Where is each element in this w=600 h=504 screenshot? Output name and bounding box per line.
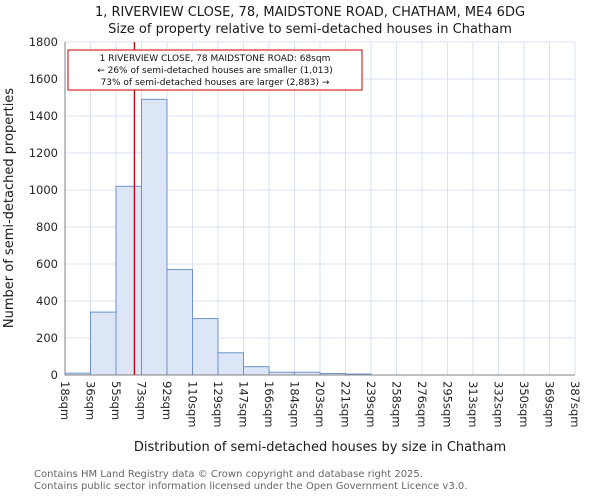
x-tick-label: 332sqm [492,381,506,427]
x-tick-label: 55sqm [109,381,123,420]
x-tick-label: 221sqm [339,381,353,427]
histogram-bar [115,185,142,376]
x-tick-label-group: 221sqm [339,381,353,427]
x-tick-label-group: 147sqm [237,381,251,427]
y-tick-label: 1400 [29,109,58,123]
chart-title: 1, RIVERVIEW CLOSE, 78, MAIDSTONE ROAD, … [95,5,525,20]
annotation-box-frame [67,49,363,91]
x-axis-label: Distribution of semi-detached houses by … [134,440,506,455]
annotation-line-3: 73% of semi-detached houses are larger (… [101,78,330,88]
y-tick-label: 1000 [29,183,58,197]
x-tick-label: 92sqm [160,381,174,420]
histogram-bar [90,311,117,376]
x-tick-label-group: 369sqm [543,381,557,427]
x-tick-label: 147sqm [237,381,251,427]
x-tick-label-group: 276sqm [415,381,429,427]
y-tick-label: 200 [36,331,58,345]
x-tick-label: 295sqm [441,381,455,427]
x-tick-label-group: 295sqm [441,381,455,427]
histogram-bar [217,352,244,376]
y-axis-label: Number of semi-detached properties [2,88,17,328]
x-tick-label-group: 110sqm [186,381,200,427]
annotation-line-1: 1 RIVERVIEW CLOSE, 78 MAIDSTONE ROAD: 68… [100,54,331,64]
x-tick-label-group: 166sqm [262,381,276,427]
chart-subtitle: Size of property relative to semi-detach… [108,22,512,37]
plot-area: 0 200 400 600 800 1000 1200 1400 1600 1800 18sqm 36… [29,35,582,427]
histogram-bar [192,318,219,376]
x-tick-label: 369sqm [543,381,557,427]
annotation-line-2: ← 26% of semi-detached houses are smalle… [97,66,333,76]
x-tick-label-group: 18sqm [58,381,72,420]
x-tick-label: 184sqm [288,381,302,427]
x-tick-label: 258sqm [390,381,404,427]
x-tick-label: 166sqm [262,381,276,427]
x-tick-label-group: 350sqm [517,381,531,427]
x-tick-label: 110sqm [186,381,200,427]
x-tick-label-group: 313sqm [466,381,480,427]
y-tick-label: 800 [36,220,58,234]
x-tick-label: 387sqm [568,381,582,427]
x-tick-label: 313sqm [466,381,480,427]
y-tick-label: 600 [36,257,58,271]
y-tick-label: 1600 [29,72,58,86]
x-tick-label: 276sqm [415,381,429,427]
x-tick-label-group: 239sqm [364,381,378,427]
histogram-bar [243,366,270,376]
x-tick-label: 36sqm [84,381,98,420]
y-tick-label: 0 [51,368,58,382]
x-tick-label-group: 55sqm [109,381,123,420]
x-tick-label-group: 332sqm [492,381,506,427]
footer-attribution-1: Contains HM Land Registry data © Crown c… [34,469,423,480]
x-tick-label-group: 258sqm [390,381,404,427]
y-tick-label: 1200 [29,146,58,160]
x-tick-label-group: 184sqm [288,381,302,427]
histogram-bar [166,269,193,376]
x-tick-label: 350sqm [517,381,531,427]
x-tick-label: 239sqm [364,381,378,427]
x-tick-label-group: 92sqm [160,381,174,420]
x-tick-label-group: 73sqm [135,381,149,420]
annotation-box: 1 RIVERVIEW CLOSE, 78 MAIDSTONE ROAD: 68… [67,49,363,91]
x-tick-label: 18sqm [58,381,72,420]
y-tick-label: 1800 [29,35,58,49]
x-tick-label: 73sqm [135,381,149,420]
y-tick-label: 400 [36,294,58,308]
x-tick-label-group: 387sqm [568,381,582,427]
x-tick-label-group: 36sqm [84,381,98,420]
x-tick-label-group: 203sqm [313,381,327,427]
histogram-bar [141,98,168,376]
x-tick-label: 203sqm [313,381,327,427]
footer-attribution-2: Contains public sector information licen… [34,481,467,492]
x-tick-label-group: 129sqm [211,381,225,427]
x-tick-label: 129sqm [211,381,225,427]
